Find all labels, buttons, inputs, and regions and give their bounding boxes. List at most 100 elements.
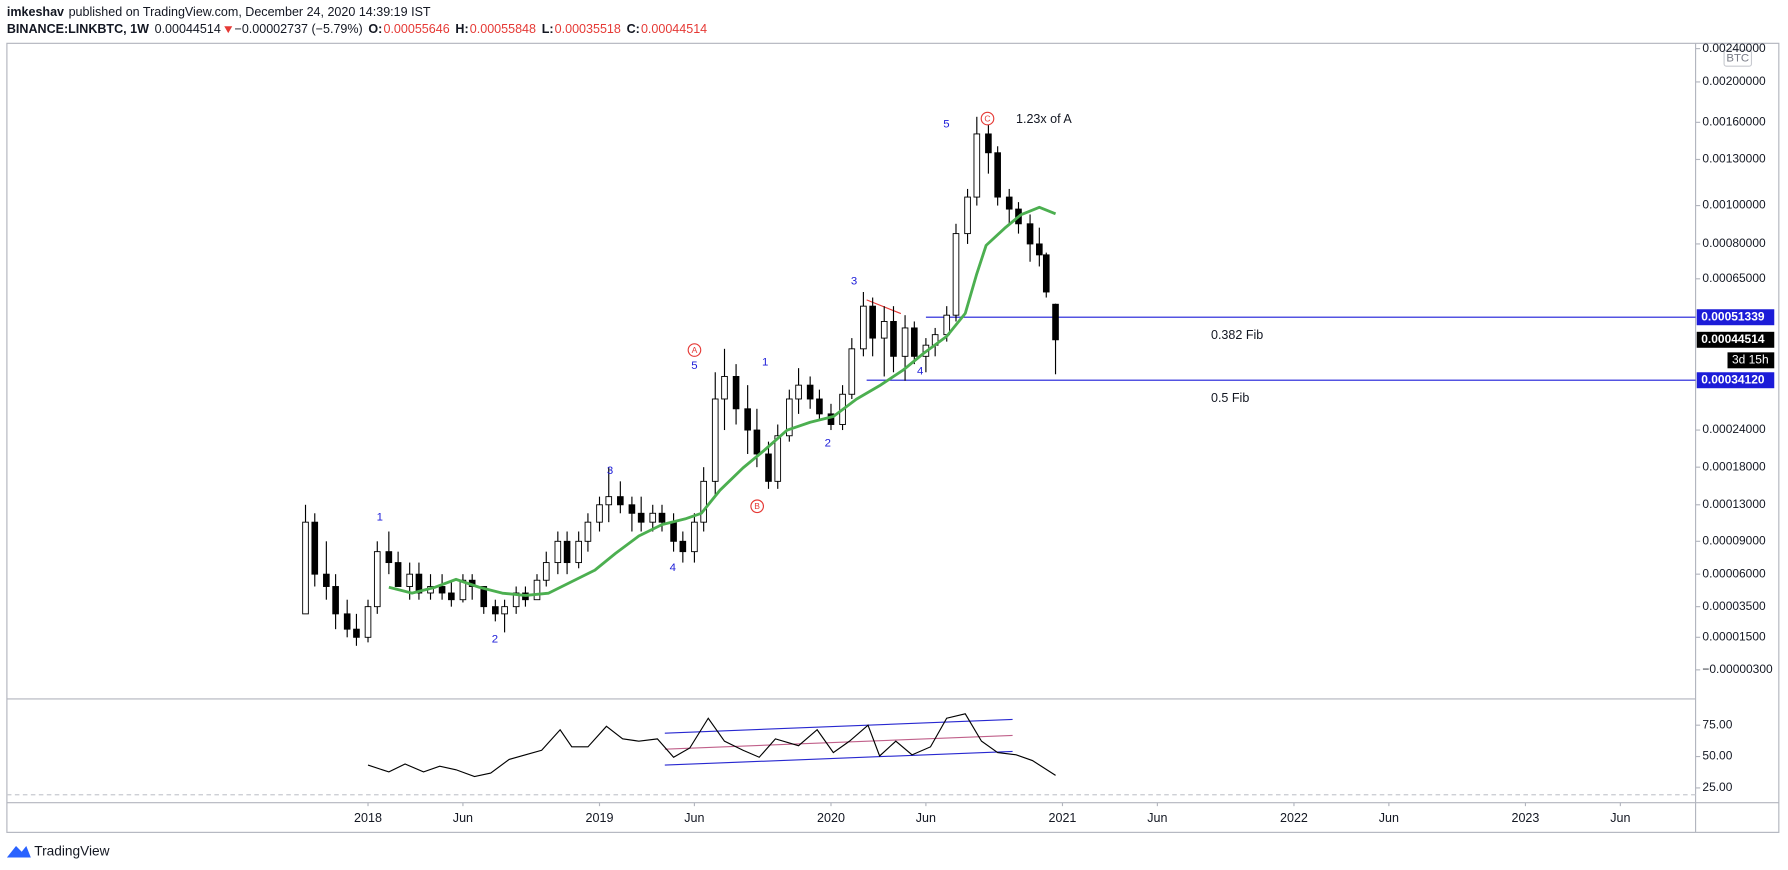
published: published on TradingView.com, December 2… bbox=[69, 5, 431, 19]
candle-body bbox=[679, 540, 687, 553]
candle-body bbox=[753, 429, 761, 455]
price-level-badge bbox=[1696, 309, 1775, 326]
candle-body bbox=[302, 521, 309, 615]
y-tick-label: 0.00130000 bbox=[1702, 152, 1766, 166]
logo bbox=[6, 846, 31, 858]
candle-body bbox=[373, 551, 381, 608]
candle-body bbox=[786, 398, 793, 437]
rsi-tick-label: 75.00 bbox=[1702, 717, 1732, 731]
change: −0.00002737 (−5.79%) bbox=[235, 22, 363, 36]
x-tick-label: Jun bbox=[453, 811, 473, 825]
x-tick-label: 2021 bbox=[1049, 811, 1077, 825]
countdown: 3d 15h bbox=[1732, 352, 1769, 366]
candle-body bbox=[575, 540, 582, 564]
open-value: 0.00055646 bbox=[383, 22, 449, 36]
candle-body bbox=[911, 327, 918, 357]
wave-label: 5 bbox=[943, 118, 949, 130]
logo-icon bbox=[6, 846, 31, 858]
wave-label: 2 bbox=[825, 438, 831, 450]
candle-body bbox=[637, 512, 645, 523]
candle-body bbox=[816, 398, 823, 415]
price-level-label: 0.00051339 bbox=[1701, 309, 1765, 323]
candle-body bbox=[973, 133, 981, 198]
candle-body bbox=[649, 512, 657, 523]
candle-body bbox=[721, 376, 728, 400]
last-price: 0.00044514 bbox=[155, 22, 221, 36]
author: imkeshav bbox=[7, 5, 64, 19]
y-tick-label: 0.00006000 bbox=[1702, 566, 1766, 580]
candle-body bbox=[1026, 223, 1034, 245]
candle-body bbox=[711, 398, 719, 482]
y-tick-label: 0.00100000 bbox=[1702, 198, 1766, 212]
price-level-label: 0.00034120 bbox=[1701, 372, 1765, 386]
candle-body bbox=[795, 384, 802, 400]
brand: TradingView bbox=[34, 843, 109, 858]
candle-body bbox=[533, 579, 541, 601]
wave-label: 5 bbox=[691, 360, 697, 372]
x-tick-label: Jun bbox=[1147, 811, 1167, 825]
price-level-name: 0.5 Fib bbox=[1211, 391, 1249, 405]
candle-body bbox=[1005, 196, 1013, 210]
candle-body bbox=[353, 628, 360, 638]
candle-body bbox=[670, 521, 677, 542]
candle-body bbox=[415, 573, 423, 594]
y-tick-label: 0.00003500 bbox=[1702, 599, 1766, 613]
candle-body bbox=[744, 408, 751, 431]
candle-body bbox=[691, 521, 698, 553]
candle-body bbox=[774, 435, 782, 482]
currency: BTC bbox=[1726, 53, 1749, 65]
rsi-channel-upper bbox=[664, 718, 1013, 734]
candle-body bbox=[323, 573, 330, 587]
price-level-badge bbox=[1696, 372, 1775, 389]
candle-body bbox=[343, 613, 351, 630]
candle-body bbox=[1036, 243, 1043, 256]
candle-body bbox=[806, 384, 814, 400]
candle-body bbox=[480, 586, 488, 608]
candle-body bbox=[860, 305, 867, 350]
corrective-label: A bbox=[692, 345, 698, 355]
candle-body bbox=[617, 496, 624, 506]
candle-body bbox=[848, 348, 856, 395]
close-badge bbox=[1696, 331, 1775, 348]
corrective-label: C bbox=[984, 113, 990, 123]
candle-body bbox=[901, 327, 909, 357]
x-tick-label: 2020 bbox=[817, 811, 845, 825]
y-tick-label: 0.00001500 bbox=[1702, 629, 1766, 643]
candle-body bbox=[1052, 303, 1059, 341]
y-tick-label: 0.00024000 bbox=[1702, 422, 1766, 436]
wave-label: 3 bbox=[607, 465, 613, 477]
y-tick-label: 0.00240000 bbox=[1702, 41, 1766, 55]
candle-body bbox=[554, 540, 562, 564]
y-tick-label: 0.00009000 bbox=[1702, 533, 1766, 547]
currency-box bbox=[1723, 49, 1753, 67]
candle-body bbox=[890, 321, 897, 357]
candle-body bbox=[563, 540, 571, 564]
candle-body bbox=[501, 606, 508, 615]
wave-label: 2 bbox=[492, 634, 498, 646]
wave-label: 4 bbox=[670, 562, 676, 574]
wave-label: 3 bbox=[851, 276, 857, 288]
y-tick-label: 0.00065000 bbox=[1702, 271, 1766, 285]
countdown-badge bbox=[1727, 352, 1775, 369]
corrective-label: B bbox=[754, 501, 760, 511]
close-label: C: bbox=[627, 22, 640, 36]
candle-body bbox=[406, 573, 413, 587]
close-badge-label: 0.00044514 bbox=[1701, 332, 1765, 346]
wave-circle bbox=[980, 111, 995, 126]
candle-body bbox=[994, 152, 1001, 198]
candle-body bbox=[311, 521, 319, 575]
frame bbox=[6, 42, 1780, 833]
candle-body bbox=[1042, 254, 1050, 293]
x-tick-label: Jun bbox=[1379, 811, 1399, 825]
y-tick-label: 0.00013000 bbox=[1702, 497, 1766, 511]
y-tick-label: −0.00000300 bbox=[1702, 662, 1773, 676]
candle-body bbox=[985, 133, 992, 154]
candle-body bbox=[732, 376, 740, 410]
note: 1.23x of A bbox=[1016, 112, 1072, 126]
wave-label: 1 bbox=[762, 357, 768, 369]
wave-label: 4 bbox=[917, 366, 923, 378]
x-tick-label: Jun bbox=[684, 811, 704, 825]
candle-body bbox=[394, 562, 402, 587]
low-value: 0.00035518 bbox=[555, 22, 621, 36]
